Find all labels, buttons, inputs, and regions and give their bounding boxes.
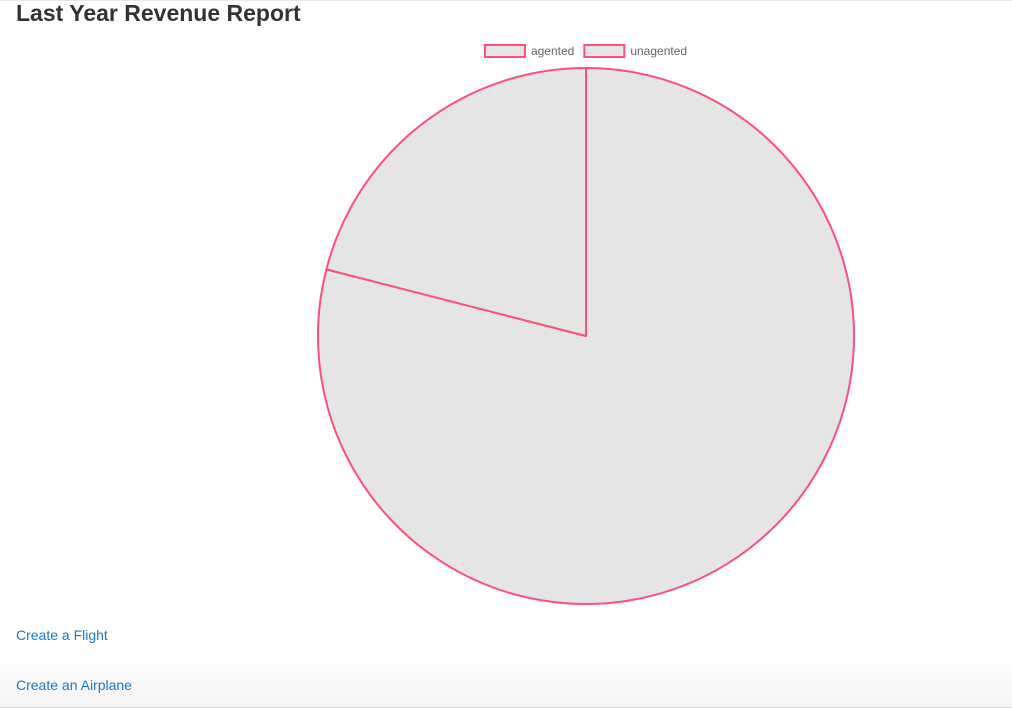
page-title: Last Year Revenue Report [16, 0, 301, 26]
pie-slice-unagented[interactable] [325, 67, 587, 337]
chart-legend: agented unagented [483, 44, 687, 58]
revenue-pie-chart: agented unagented [317, 44, 855, 605]
legend-label-agented[interactable]: agented [531, 44, 574, 58]
create-airplane-link[interactable]: Create an Airplane [16, 677, 132, 693]
create-flight-link[interactable]: Create a Flight [16, 627, 108, 643]
legend-swatch-agented[interactable] [483, 44, 526, 58]
pie-slices [317, 67, 855, 605]
legend-swatch-unagented[interactable] [583, 44, 626, 58]
top-divider [0, 0, 1012, 1]
legend-label-unagented[interactable]: unagented [630, 44, 687, 58]
